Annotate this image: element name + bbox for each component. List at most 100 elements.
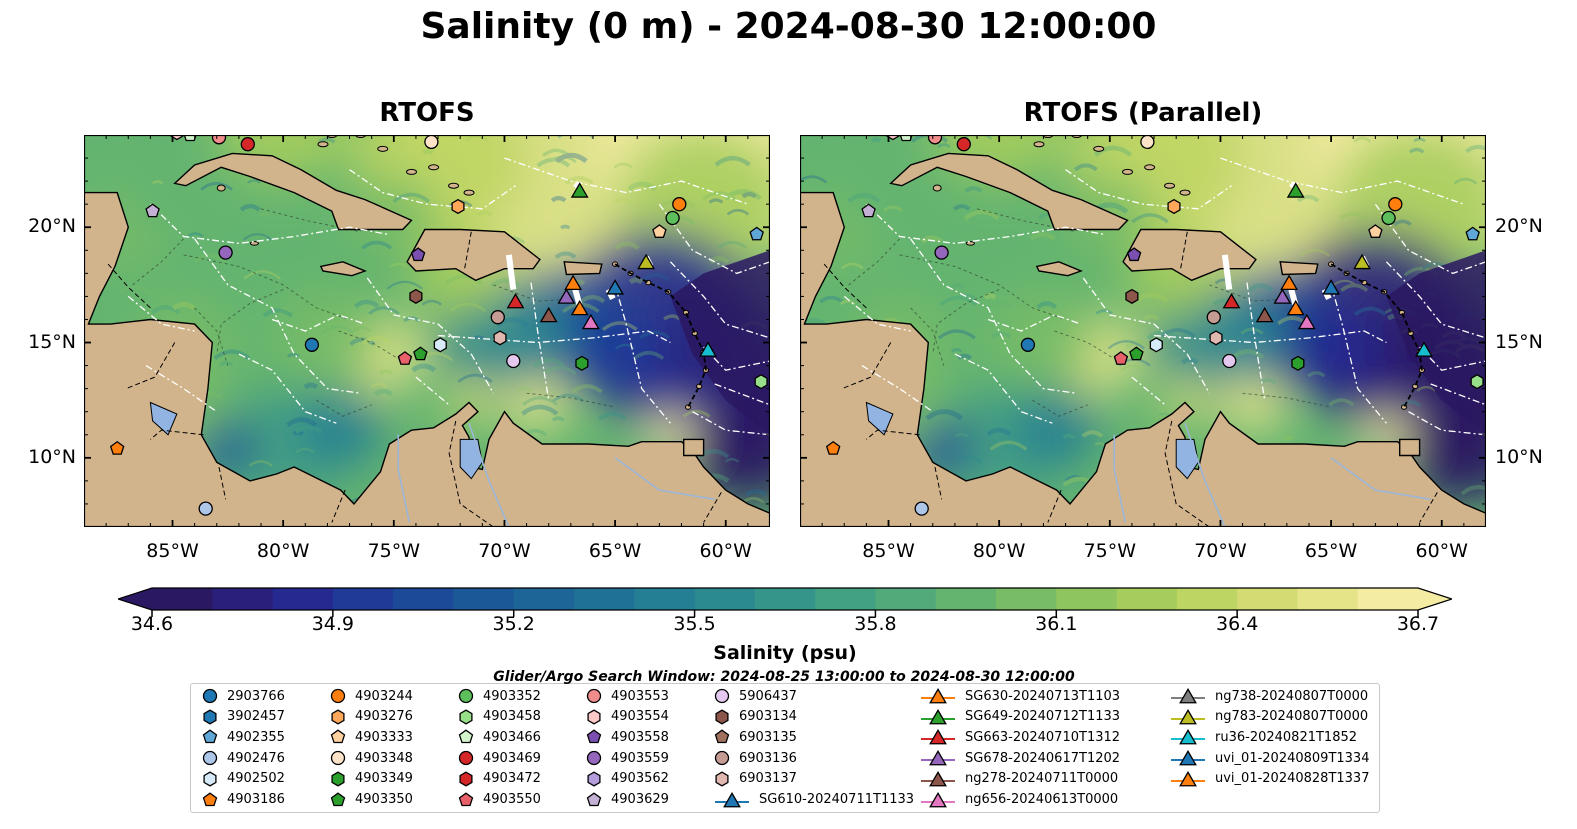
lake — [865, 401, 894, 436]
legend-label: ng783-20240807T0000 — [1215, 709, 1369, 725]
marker-ng278-20240711T0000 — [539, 306, 558, 323]
land-jamaica — [319, 261, 367, 277]
legend-item: ng656-20240613T0000 — [919, 790, 1118, 810]
marker-4902502 — [1149, 337, 1163, 353]
marker-SG649-20240712T1133 — [1286, 182, 1305, 198]
marker-ng278-20240711T0000 — [1255, 306, 1274, 323]
panel-title-left: RTOFS — [379, 98, 475, 128]
marker-6903136 — [490, 310, 505, 325]
lon-tick-label: 60°W — [699, 540, 752, 562]
land-jamaica — [1035, 261, 1083, 277]
hexagon-marker-icon — [331, 771, 345, 787]
land-hispaniola — [406, 228, 541, 282]
land-puertorico — [1279, 261, 1319, 276]
colorbar-bin — [393, 588, 455, 610]
triangle-marker-icon — [1171, 750, 1205, 766]
legend-item: ng278-20240711T0000 — [919, 769, 1118, 789]
circle-marker-icon — [330, 688, 346, 704]
marker-4903244 — [672, 197, 687, 212]
land-puertorico — [563, 261, 603, 276]
legend-item: 6903135 — [713, 727, 797, 747]
search-window-text: Glider/Argo Search Window: 2024-08-25 13… — [493, 669, 1075, 685]
legend-item: 4903554 — [585, 707, 669, 727]
pentagon-marker-icon — [202, 791, 218, 806]
colorbar-bin — [272, 588, 334, 610]
marker-4903554 — [886, 135, 900, 141]
marker-SG663-20240710T1312 — [1222, 292, 1241, 309]
observation-markers — [109, 135, 768, 516]
legend-label: 4903554 — [611, 709, 669, 725]
marker-4903186 — [825, 440, 841, 455]
legend-item: 6903134 — [713, 707, 797, 727]
legend-item: ng738-20240807T0000 — [1169, 686, 1368, 706]
marker-4903333 — [652, 224, 667, 238]
colorbar-label: Salinity (psu) — [713, 642, 857, 664]
legend-label: ru36-20240821T1852 — [1215, 729, 1358, 745]
legend-label: 6903137 — [739, 771, 797, 787]
legend-label: 4903550 — [483, 792, 541, 807]
marker-4903349 — [575, 355, 589, 371]
colorbar-bin — [694, 588, 756, 610]
marker-4903466 — [899, 135, 913, 142]
legend-label: 4903466 — [483, 729, 541, 745]
marker-SG678-20240617T1202 — [557, 288, 576, 304]
legend-label: 4903244 — [355, 688, 413, 704]
legend-label: 4902355 — [227, 729, 285, 745]
legend-item: SG663-20240710T1312 — [919, 727, 1120, 747]
legend-label: 4903558 — [611, 729, 669, 745]
legend-label: 5906437 — [739, 688, 797, 704]
marker-2903766 — [1020, 337, 1036, 352]
hexagon-marker-icon — [459, 709, 473, 725]
colorbar-bin — [996, 588, 1057, 610]
marker-4902476 — [914, 501, 929, 516]
legend-label: 4902476 — [227, 750, 285, 766]
panel-title-right: RTOFS (Parallel) — [1023, 98, 1263, 128]
marker-SG630-20240713T1103 — [1280, 274, 1299, 291]
marker-4903350 — [1129, 346, 1144, 361]
legend-label: 2903766 — [227, 688, 285, 704]
legend-label: 6903136 — [739, 750, 797, 766]
lon-tick-label: 75°W — [1083, 540, 1137, 562]
legend-item: 4903352 — [457, 686, 541, 706]
marker-4902502 — [433, 337, 447, 353]
triangle-marker-icon — [1171, 708, 1205, 725]
legend-item: 4903348 — [329, 748, 413, 768]
marker-uvi_01-20240828T1337 — [1286, 299, 1305, 316]
marker-SG663-20240710T1312 — [506, 292, 525, 309]
marker-4903348 — [424, 135, 439, 150]
colorbar-bin — [754, 588, 816, 610]
marker-SG678-20240617T1202 — [1273, 288, 1292, 304]
legend-label: 6903134 — [739, 709, 797, 725]
circle-marker-icon — [330, 750, 346, 766]
marker-4903469 — [240, 137, 255, 152]
marker-ng783-20240807T0000 — [1353, 253, 1372, 270]
lon-tick-label: 80°W — [256, 540, 310, 562]
triangle-marker-icon — [921, 708, 955, 725]
marker-4903350 — [413, 346, 428, 361]
pentagon-marker-icon — [202, 729, 218, 744]
legend-item: 4903550 — [457, 790, 541, 810]
legend-item: 4903458 — [457, 707, 541, 727]
marker-SG610-20240711T1133 — [1322, 279, 1341, 295]
legend-item: 4903333 — [329, 727, 413, 747]
legend-label: SG663-20240710T1312 — [965, 729, 1121, 745]
marker-4903553 — [211, 135, 227, 145]
pentagon-marker-icon — [330, 791, 346, 806]
colorbar-tick-label: 35.5 — [673, 613, 716, 635]
marker-SG630-20240713T1103 — [564, 274, 583, 291]
lon-tick-label: 65°W — [588, 540, 642, 562]
lon-tick-label: 75°W — [367, 540, 421, 562]
colorbar-extend-low — [118, 588, 152, 610]
legend-label: ng278-20240711T0000 — [965, 771, 1119, 787]
circle-marker-icon — [586, 750, 602, 766]
land-hispaniola — [1122, 228, 1257, 282]
hexagon-marker-icon — [715, 771, 729, 787]
circle-marker-icon — [458, 688, 474, 704]
legend-item: 4903559 — [585, 748, 669, 768]
colorbar-bin — [1237, 588, 1299, 610]
lat-tick-label-right: 15°N — [1495, 330, 1543, 353]
legend-label: ng656-20240613T0000 — [965, 792, 1119, 807]
marker-4903629 — [861, 203, 876, 218]
eez-boundaries — [127, 157, 770, 436]
marker-4903554 — [170, 135, 184, 141]
